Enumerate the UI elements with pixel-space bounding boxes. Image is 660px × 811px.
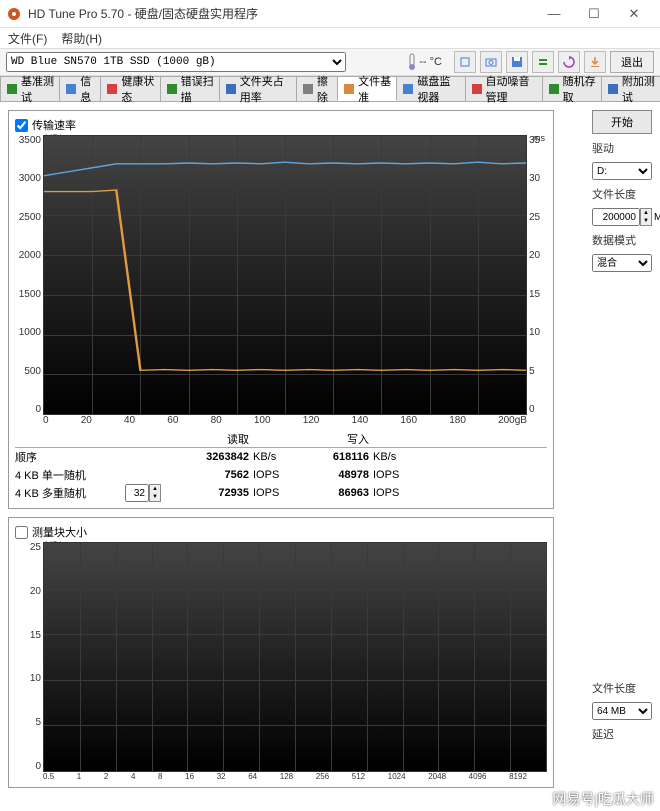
- drive-select[interactable]: WD Blue SN570 1TB SSD (1000 gB): [6, 52, 346, 72]
- transfer-rate-chart: [43, 135, 527, 415]
- refresh-icon[interactable]: [558, 51, 580, 73]
- chart1-x-axis: 020406080100120140160180200gB: [43, 415, 527, 426]
- tab-文件基准[interactable]: 文件基准: [337, 76, 397, 101]
- window-title: HD Tune Pro 5.70 - 硬盘/固态硬盘实用程序: [28, 5, 534, 22]
- table-row: 4 KB 单一随机7562IOPS48978IOPS: [15, 466, 547, 484]
- chart1-y2-axis: 35302520151050: [527, 135, 547, 415]
- file-length-spinner[interactable]: ▲▼: [592, 208, 652, 226]
- menu-file[interactable]: 文件(F): [8, 30, 47, 46]
- file-length-2-select[interactable]: 64 MB: [592, 702, 652, 720]
- tab-icon: [65, 83, 77, 95]
- tab-icon: [343, 83, 355, 95]
- start-button[interactable]: 开始: [592, 110, 652, 134]
- tab-随机存取[interactable]: 随机存取: [542, 76, 602, 101]
- menu-help[interactable]: 帮助(H): [61, 30, 102, 46]
- control-sidebar: 开始 驱动 D: 文件长度 ▲▼ MB 数据模式 混合: [592, 110, 652, 272]
- tab-icon: [402, 83, 414, 95]
- chart1-y-axis: 3500300025002000150010005000: [15, 135, 43, 415]
- tab-健康状态[interactable]: 健康状态: [100, 76, 160, 101]
- save-icon[interactable]: [506, 51, 528, 73]
- block-size-checkbox[interactable]: [15, 526, 28, 539]
- control-sidebar-2: 文件长度 64 MB 延迟: [592, 680, 652, 742]
- tab-信息[interactable]: 信息: [59, 76, 101, 101]
- data-mode-select[interactable]: 混合: [592, 254, 652, 272]
- temperature-display: -- °C: [407, 53, 442, 71]
- watermark: 网易号|吃瓜大师: [552, 789, 654, 809]
- tab-icon: [548, 83, 560, 95]
- results-table: 读取 写入 顺序3263842KB/s618116KB/s4 KB 单一随机75…: [15, 430, 547, 502]
- minimize-button[interactable]: —: [534, 0, 574, 28]
- tab-icon: [166, 83, 178, 95]
- screenshot-icon[interactable]: [480, 51, 502, 73]
- title-bar: HD Tune Pro 5.70 - 硬盘/固态硬盘实用程序 — ☐ ✕: [0, 0, 660, 28]
- queue-depth-spinner[interactable]: ▲▼: [125, 484, 161, 502]
- tab-磁盘监视器[interactable]: 磁盘监视器: [396, 76, 465, 101]
- tab-文件夹占用率[interactable]: 文件夹占用率: [219, 76, 297, 101]
- app-icon: [6, 6, 22, 22]
- block-size-panel: 测量块大小 MB/s 读取 写入 2520151050 0.5124816326…: [8, 517, 554, 788]
- tab-icon: [471, 83, 483, 95]
- tab-icon: [106, 83, 118, 95]
- settings-icon[interactable]: [532, 51, 554, 73]
- block-size-chart: [43, 542, 547, 772]
- transfer-rate-label: 传输速率: [32, 117, 76, 133]
- transfer-rate-checkbox[interactable]: [15, 119, 28, 132]
- copy-icon[interactable]: [454, 51, 476, 73]
- drive-letter-select[interactable]: D:: [592, 162, 652, 180]
- block-size-label: 测量块大小: [32, 524, 87, 540]
- exit-button[interactable]: 退出: [610, 51, 654, 73]
- tab-bar: 基准测试信息健康状态错误扫描文件夹占用率擦除文件基准磁盘监视器自动噪音管理随机存…: [0, 76, 660, 102]
- tab-擦除[interactable]: 擦除: [296, 76, 338, 101]
- chart2-x-axis: 0.512481632641282565121024204840968192: [43, 772, 527, 781]
- menu-bar: 文件(F) 帮助(H): [0, 28, 660, 48]
- tab-基准测试[interactable]: 基准测试: [0, 76, 60, 101]
- tab-icon: [6, 83, 18, 95]
- maximize-button[interactable]: ☐: [574, 0, 614, 28]
- tab-附加测试[interactable]: 附加测试: [601, 76, 660, 101]
- main-toolbar: WD Blue SN570 1TB SSD (1000 gB) -- °C 退出: [0, 48, 660, 76]
- transfer-rate-panel: 传输速率 MB/s ms 350030002500200015001000500…: [8, 110, 554, 509]
- chart2-y-axis: 2520151050: [15, 542, 43, 772]
- table-row: 顺序3263842KB/s618116KB/s: [15, 448, 547, 466]
- tab-自动噪音管理[interactable]: 自动噪音管理: [465, 76, 543, 101]
- table-row: 4 KB 多重随机▲▼72935IOPS86963IOPS: [15, 484, 547, 502]
- tab-icon: [225, 83, 237, 95]
- tab-icon: [607, 83, 619, 95]
- download-icon[interactable]: [584, 51, 606, 73]
- tab-错误扫描[interactable]: 错误扫描: [160, 76, 220, 101]
- close-button[interactable]: ✕: [614, 0, 654, 28]
- tab-icon: [302, 83, 314, 95]
